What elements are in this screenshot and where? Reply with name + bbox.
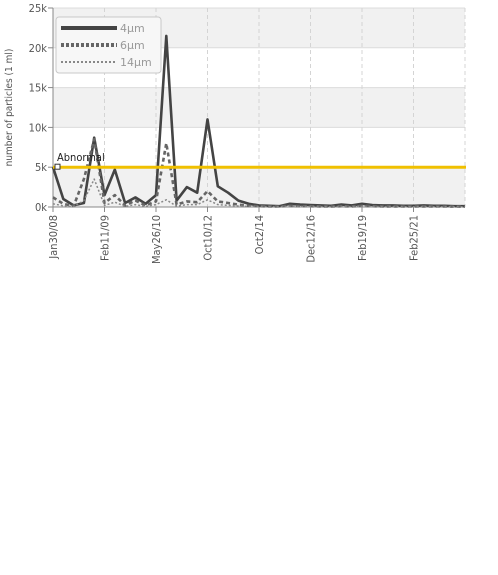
y-tick-label: 25k	[29, 2, 48, 15]
threshold-line: Abnormal	[53, 151, 466, 170]
plot-band	[53, 127, 465, 168]
y-tick-label: 20k	[29, 42, 48, 55]
threshold-marker	[54, 163, 61, 170]
y-tick-label: 5k	[35, 161, 47, 174]
series-line-2	[52, 138, 465, 208]
y-axis-ticks: 0k 5k 10k 15k 20k 25k	[29, 2, 53, 214]
legend: 4µm 6µm 14µm	[55, 16, 162, 74]
y-tick-label: 10k	[29, 121, 48, 134]
threshold-label: Abnormal	[57, 151, 105, 164]
legend-label-2: 6µm	[120, 39, 145, 52]
y-axis-label: number of particles (1 ml)	[4, 49, 15, 167]
x-tick-label: May26/10	[150, 215, 163, 264]
x-tick-label: Feb11/09	[99, 215, 112, 261]
x-tick-label: Oct10/12	[202, 215, 215, 261]
x-tick-label: Oct2/14	[253, 215, 266, 254]
x-axis-ticks: Jan30/08 Feb11/09 May26/10 Oct10/12 Oct2/14 D…	[47, 207, 421, 264]
series-lines	[51, 34, 465, 208]
x-tick-label: Feb19/19	[356, 215, 369, 261]
y-tick-label: 15k	[29, 82, 48, 95]
x-tick-label: Dec12/16	[305, 215, 318, 263]
legend-label-1: 4µm	[120, 22, 145, 35]
x-tick-label: Feb25/21	[408, 215, 421, 261]
x-tick-label: Jan30/08	[47, 215, 60, 260]
legend-label-3: 14µm	[120, 56, 152, 69]
y-tick-label: 0k	[35, 201, 47, 214]
